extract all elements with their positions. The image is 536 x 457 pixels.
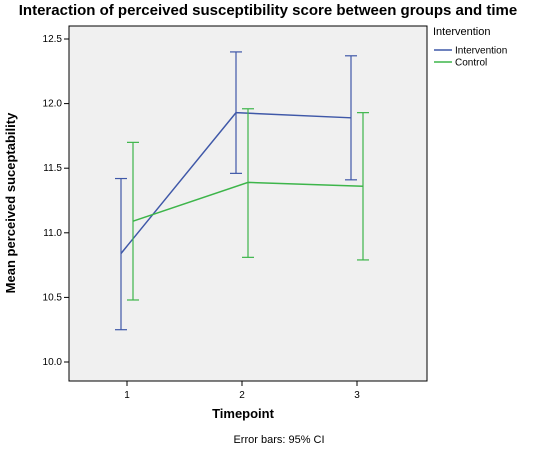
y-axis-label: Mean perceived suceptability xyxy=(3,112,18,293)
error-bar-note: Error bars: 95% CI xyxy=(233,434,324,446)
y-tick-label-2: 11.0 xyxy=(43,228,62,239)
y-tick-label-4: 12.0 xyxy=(43,99,63,110)
y-tick-label-1: 10.5 xyxy=(43,292,63,303)
series-intervention xyxy=(115,51,357,331)
legend-label-control: Control xyxy=(455,58,487,69)
intervention-line xyxy=(120,111,352,254)
x-tick-label-1: 2 xyxy=(239,390,245,401)
chart-title: Interaction of perceived susceptibility … xyxy=(19,2,517,19)
x-tick-label-0: 1 xyxy=(124,390,130,401)
legend-label-intervention: Intervention xyxy=(455,46,507,57)
x-axis-label: Timepoint xyxy=(212,406,275,421)
series-control xyxy=(127,108,369,301)
y-axis: 10.0 10.5 11.0 11.5 12.0 12.5 xyxy=(43,34,69,368)
series-layer xyxy=(115,51,369,331)
legend-title: Intervention xyxy=(433,26,490,38)
control-line xyxy=(132,181,364,222)
x-tick-label-2: 3 xyxy=(354,390,360,401)
y-tick-label-5: 12.5 xyxy=(43,34,63,45)
x-axis: 1 2 3 xyxy=(124,381,360,401)
y-tick-label-0: 10.0 xyxy=(43,357,63,368)
y-tick-label-3: 11.5 xyxy=(43,163,62,174)
